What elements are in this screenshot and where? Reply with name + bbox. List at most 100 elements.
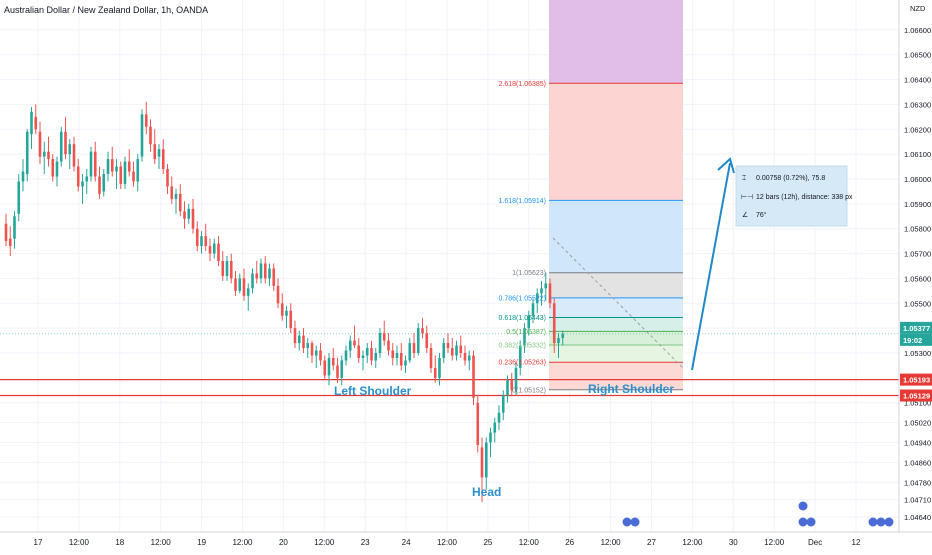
candle-body bbox=[382, 333, 386, 341]
event-markers[interactable] bbox=[622, 501, 894, 527]
candle-body bbox=[47, 151, 50, 160]
candle-body bbox=[263, 263, 267, 279]
candle-body bbox=[289, 310, 293, 329]
fib-level-label: 1(1.05623) bbox=[512, 270, 546, 277]
candle-body bbox=[93, 151, 97, 177]
x-tick-label: Dec bbox=[808, 538, 822, 547]
x-tick-label: 12:00 bbox=[232, 538, 253, 547]
y-tick-label: 1.04710 bbox=[904, 496, 931, 505]
x-tick-label: 23 bbox=[361, 538, 370, 547]
candle-body bbox=[25, 131, 29, 175]
candle-body bbox=[548, 283, 552, 304]
event-flag-icon[interactable] bbox=[622, 517, 632, 527]
event-flag-icon[interactable] bbox=[884, 517, 894, 527]
candle-body bbox=[8, 238, 12, 247]
candle-body bbox=[489, 432, 492, 443]
candle-body bbox=[85, 176, 89, 182]
annotation-head: Head bbox=[472, 485, 501, 499]
candle-body bbox=[178, 193, 182, 212]
candle-body bbox=[455, 345, 458, 356]
candle-body bbox=[336, 365, 339, 378]
x-tick-label: 30 bbox=[729, 538, 738, 547]
candle-body bbox=[365, 348, 369, 356]
fib-level-label: 0.786(1.05522) bbox=[499, 295, 546, 302]
candle-body bbox=[378, 333, 382, 354]
fib-trend-line bbox=[552, 237, 684, 369]
candle-body bbox=[535, 293, 539, 304]
fib-level-label: 0.236(1.05263) bbox=[499, 360, 546, 367]
candle-body bbox=[361, 355, 365, 358]
event-flag-icon[interactable] bbox=[798, 517, 808, 527]
candle-body bbox=[140, 114, 144, 157]
price-axis[interactable]: 1.06600 1.06500 1.06400 1.06300 1.06200 1.061… bbox=[898, 0, 932, 532]
time-axis[interactable]: 17 12:00 18 12:00 19 12:00 20 12:00 23 24 12:00 25 1… bbox=[0, 531, 932, 550]
x-tick-label: 12:00 bbox=[601, 538, 622, 547]
candle-body bbox=[408, 343, 412, 361]
candle-body bbox=[21, 171, 25, 182]
y-tick-label: 1.04940 bbox=[904, 439, 931, 448]
candle-body bbox=[59, 131, 63, 162]
candle-body bbox=[17, 181, 21, 214]
candle-body bbox=[217, 243, 220, 262]
fib-labels: 2.618(1.06385) 1.618(1.05914) 1(1.05623) 0.… bbox=[499, 81, 546, 395]
y-tick-label: 1.05100 bbox=[904, 399, 931, 408]
y-tick-label: 1.06000 bbox=[904, 175, 931, 184]
x-tick-label: 20 bbox=[279, 538, 288, 547]
candle-body bbox=[327, 357, 331, 376]
candle-body bbox=[399, 353, 403, 366]
candle-body bbox=[102, 174, 106, 192]
x-tick-label: 12:00 bbox=[69, 538, 90, 547]
candle-body bbox=[472, 355, 475, 398]
candle-body bbox=[450, 348, 454, 356]
fib-level-label: 0.5(1.05387) bbox=[506, 329, 546, 336]
stat-icon-bars: ⊢⊣ bbox=[741, 194, 753, 201]
candle-body bbox=[276, 285, 280, 304]
candle-body bbox=[459, 345, 463, 354]
candle-body bbox=[76, 166, 80, 187]
stat-icon-range: ⌶ bbox=[742, 175, 746, 182]
candle-body bbox=[225, 261, 229, 276]
candle-body bbox=[280, 303, 284, 316]
candle-body bbox=[208, 246, 212, 254]
y-tick-label: 1.06100 bbox=[904, 150, 931, 159]
candle-body bbox=[506, 380, 509, 396]
candle-body bbox=[136, 159, 140, 182]
candle-body bbox=[268, 268, 271, 279]
grid bbox=[0, 0, 899, 532]
price-tag-label: 1.05129 bbox=[903, 392, 930, 401]
fib-zone bbox=[549, 317, 683, 332]
candle-body bbox=[166, 169, 169, 187]
candle-body bbox=[484, 442, 488, 478]
candle-body bbox=[357, 345, 361, 358]
candle-body bbox=[64, 131, 67, 155]
fib-zone bbox=[549, 297, 683, 318]
y-tick-label: 1.06200 bbox=[904, 125, 931, 134]
candle-body bbox=[391, 350, 395, 358]
event-flag-icon[interactable] bbox=[630, 517, 640, 527]
candle-body bbox=[144, 114, 148, 127]
candle-body bbox=[127, 161, 131, 172]
candle-body bbox=[348, 340, 352, 351]
candle-body bbox=[540, 288, 543, 294]
support-lines bbox=[0, 333, 899, 397]
candle-body bbox=[238, 278, 242, 291]
candle-body bbox=[370, 348, 373, 361]
event-flag-icon[interactable] bbox=[798, 501, 808, 511]
y-tick-label: 1.06400 bbox=[904, 76, 931, 85]
candle-body bbox=[395, 353, 399, 358]
candle-body bbox=[344, 350, 348, 361]
stat-icon-angle: ∠ bbox=[742, 211, 748, 219]
candle-body bbox=[212, 243, 216, 254]
price-tag bbox=[900, 333, 932, 346]
event-flag-icon[interactable] bbox=[876, 517, 886, 527]
x-tick-label: 12 bbox=[852, 538, 861, 547]
event-flag-icon[interactable] bbox=[868, 517, 878, 527]
x-tick-label: 27 bbox=[647, 538, 656, 547]
candle-body bbox=[123, 161, 127, 184]
event-flag-icon[interactable] bbox=[806, 517, 816, 527]
stat-line-1: 0.00758 (0.72%), 75.8 bbox=[756, 175, 825, 182]
candle-body bbox=[310, 343, 314, 356]
candles bbox=[4, 101, 565, 503]
